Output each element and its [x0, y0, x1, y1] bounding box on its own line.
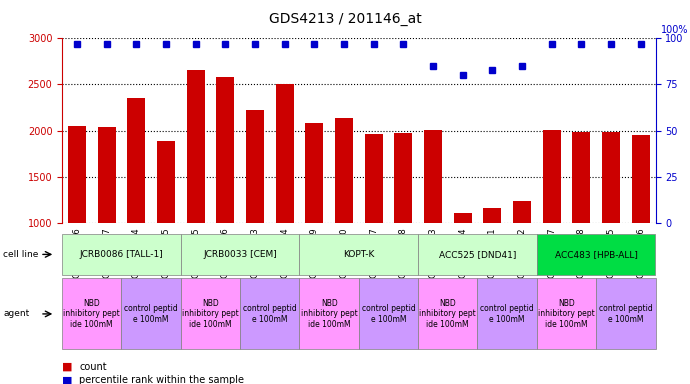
- Bar: [484, 208, 501, 315]
- Bar: [98, 127, 115, 315]
- Text: control peptid
e 100mM: control peptid e 100mM: [243, 304, 297, 324]
- Text: NBD
inhibitory pept
ide 100mM: NBD inhibitory pept ide 100mM: [182, 299, 239, 329]
- Text: NBD
inhibitory pept
ide 100mM: NBD inhibitory pept ide 100mM: [301, 299, 357, 329]
- Bar: [157, 141, 175, 315]
- Bar: [602, 132, 620, 315]
- Bar: [276, 84, 293, 315]
- Text: JCRB0086 [TALL-1]: JCRB0086 [TALL-1]: [79, 250, 164, 259]
- Bar: [424, 130, 442, 315]
- Bar: [513, 200, 531, 315]
- Bar: [632, 135, 649, 315]
- Text: cell line: cell line: [3, 250, 39, 259]
- Text: count: count: [79, 362, 107, 372]
- Bar: [187, 70, 204, 315]
- Bar: [365, 134, 382, 315]
- Bar: [573, 132, 590, 315]
- Text: control peptid
e 100mM: control peptid e 100mM: [599, 304, 653, 324]
- Bar: [395, 133, 412, 315]
- Bar: [217, 77, 234, 315]
- Text: GDS4213 / 201146_at: GDS4213 / 201146_at: [268, 12, 422, 25]
- Text: control peptid
e 100mM: control peptid e 100mM: [124, 304, 178, 324]
- Text: agent: agent: [3, 310, 30, 318]
- Text: NBD
inhibitory pept
ide 100mM: NBD inhibitory pept ide 100mM: [63, 299, 120, 329]
- Text: percentile rank within the sample: percentile rank within the sample: [79, 375, 244, 384]
- Bar: [306, 123, 323, 315]
- Bar: [543, 130, 560, 315]
- Bar: [335, 118, 353, 315]
- Text: control peptid
e 100mM: control peptid e 100mM: [362, 304, 415, 324]
- Bar: [128, 98, 145, 315]
- Text: NBD
inhibitory pept
ide 100mM: NBD inhibitory pept ide 100mM: [420, 299, 476, 329]
- Text: ACC483 [HPB-ALL]: ACC483 [HPB-ALL]: [555, 250, 638, 259]
- Text: ■: ■: [62, 375, 72, 384]
- Text: NBD
inhibitory pept
ide 100mM: NBD inhibitory pept ide 100mM: [538, 299, 595, 329]
- Text: ACC525 [DND41]: ACC525 [DND41]: [439, 250, 516, 259]
- Bar: [246, 110, 264, 315]
- Text: control peptid
e 100mM: control peptid e 100mM: [480, 304, 534, 324]
- Bar: [68, 126, 86, 315]
- Bar: [454, 213, 471, 315]
- Text: 100%: 100%: [662, 25, 689, 35]
- Text: JCRB0033 [CEM]: JCRB0033 [CEM]: [204, 250, 277, 259]
- Text: KOPT-K: KOPT-K: [343, 250, 375, 259]
- Text: ■: ■: [62, 362, 72, 372]
